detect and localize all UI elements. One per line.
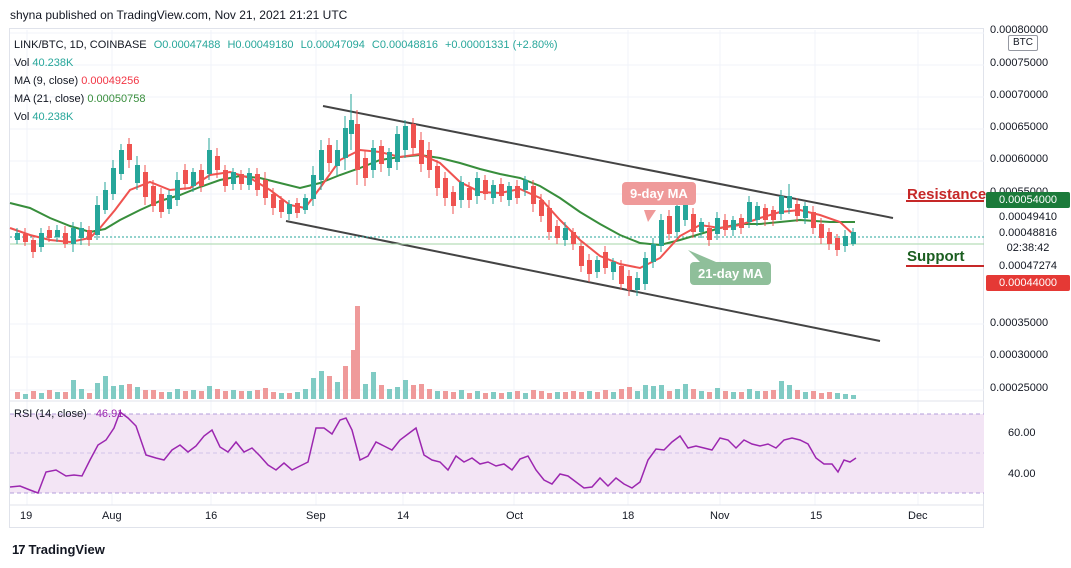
price-tick: 0.00025000: [990, 382, 1049, 394]
ma9-price-tag: 0.00047274: [986, 258, 1070, 274]
candles: [15, 94, 856, 296]
channel-lower-line: [285, 220, 881, 342]
volume-bars: [15, 306, 856, 399]
resistance-price-tag: 0.00054000: [986, 192, 1070, 208]
channel-upper-line: [322, 105, 894, 219]
ma9-label[interactable]: MA (9, close): [14, 75, 79, 87]
time-label: 15: [810, 510, 823, 522]
open-value: O0.00047488: [153, 39, 221, 51]
time-label: Sep: [306, 510, 326, 522]
rsi-value: 46.91: [95, 408, 124, 420]
time-label: 14: [397, 510, 410, 522]
time-label: Oct: [506, 510, 524, 522]
rsi-tick-60: 60.00: [1008, 427, 1036, 439]
change-value: +0.00001331 (+2.80%): [445, 39, 558, 51]
ma21-bubble-pointer: [688, 250, 716, 262]
ma9-value: 0.00049256: [81, 75, 140, 87]
time-label: 19: [20, 510, 33, 522]
time-axis[interactable]: 19 Aug 16 Sep 14 Oct 18 Nov 15 Dec: [10, 510, 984, 528]
time-label: Aug: [102, 510, 122, 522]
low-value: L0.00047094: [300, 39, 365, 51]
publisher-line: shyna published on TradingView.com, Nov …: [10, 8, 348, 22]
price-tick: 0.00080000: [990, 24, 1049, 36]
tradingview-mark-icon: 17: [12, 542, 26, 557]
ma21-label[interactable]: MA (21, close): [14, 93, 85, 105]
chart-legend: LINK/BTC, 1D, COINBASE O0.00047488 H0.00…: [14, 36, 558, 126]
support-annotation: Support: [907, 248, 965, 265]
price-tick: 0.00075000: [990, 57, 1049, 69]
ma21-value: 0.00050758: [87, 93, 146, 105]
high-value: H0.00049180: [227, 39, 294, 51]
ma21-bubble: 21-day MA: [690, 262, 772, 285]
resistance-annotation: Resistance: [907, 186, 987, 203]
vol-value: 40.238K: [32, 57, 74, 69]
time-label: 18: [622, 510, 635, 522]
ma21-price-tag: 0.00049410: [986, 209, 1070, 225]
price-tick: 0.00035000: [990, 317, 1049, 329]
rsi-line: [9, 410, 857, 494]
price-tick: 0.00060000: [990, 153, 1049, 165]
chart-frame[interactable]: [9, 28, 984, 528]
rsi-tick-40: 40.00: [1008, 468, 1036, 480]
price-axis[interactable]: 0.00080000 0.00075000 0.00070000 0.00065…: [984, 24, 1070, 506]
candle-countdown: 02:38:42: [1006, 242, 1050, 254]
tradingview-logo[interactable]: 17 TradingView: [12, 542, 105, 557]
symbol-label[interactable]: LINK/BTC, 1D, COINBASE: [14, 39, 147, 51]
rsi-legend: RSI (14, close) 46.91: [14, 408, 123, 420]
vol-label[interactable]: Vol: [14, 57, 30, 69]
time-label: Nov: [710, 510, 730, 522]
ma9-bubble: 9-day MA: [622, 182, 696, 205]
time-label: 16: [205, 510, 218, 522]
tradingview-brand-text: TradingView: [28, 542, 105, 557]
vol2-label[interactable]: Vol: [14, 111, 30, 123]
time-label: Dec: [908, 510, 928, 522]
currency-badge[interactable]: BTC: [1008, 35, 1038, 51]
support-price-tag: 0.00044000: [986, 275, 1070, 291]
vol2-value: 40.238K: [32, 111, 74, 123]
last-price-value: 0.00048816: [998, 227, 1058, 239]
last-price-tag: 0.00048816 02:38:42: [986, 226, 1070, 256]
price-tick: 0.00065000: [990, 121, 1049, 133]
close-value: C0.00048816: [371, 39, 438, 51]
price-tick: 0.00030000: [990, 349, 1049, 361]
ma9-bubble-pointer: [644, 210, 656, 222]
price-tick: 0.00070000: [990, 89, 1049, 101]
rsi-label[interactable]: RSI (14, close): [14, 408, 87, 420]
